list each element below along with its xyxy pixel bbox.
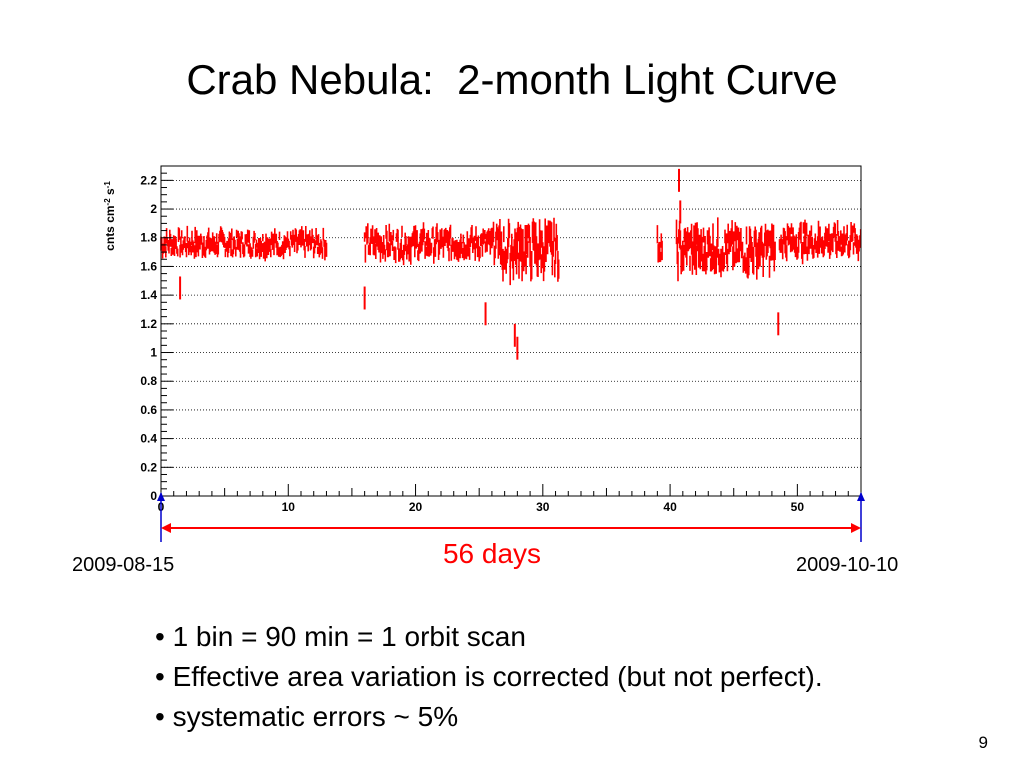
note-bin-size: • 1 bin = 90 min = 1 orbit scan	[155, 621, 526, 652]
x-tick-label: 40	[663, 500, 677, 514]
start-date-label: 2009-08-15	[72, 554, 175, 576]
axis-ticks	[160, 165, 862, 497]
data-segment	[675, 217, 776, 282]
x-tick-label: 30	[536, 500, 550, 514]
y-tick-label: 0.4	[140, 432, 157, 446]
page-number: 9	[978, 733, 988, 752]
y-tick-label: 1.4	[140, 288, 157, 302]
y-tick-label: 1.8	[140, 231, 157, 245]
y-tick-label: 0.6	[140, 403, 157, 417]
span-arrowhead-left	[161, 523, 171, 533]
data-segment	[363, 221, 500, 266]
y-tick-label: 1	[150, 346, 157, 360]
x-tick-label: 50	[791, 500, 805, 514]
note-systematic-errors: • systematic errors ~ 5%	[155, 701, 459, 732]
y-tick-label: 0.2	[140, 460, 157, 474]
data-segment	[160, 225, 328, 262]
note-effective-area: • Effective area variation is corrected …	[155, 661, 823, 692]
data-series	[160, 168, 862, 360]
grid-lines	[161, 179, 861, 468]
y-tick-label: 2	[150, 202, 157, 216]
notes-list: • 1 bin = 90 min = 1 orbit scan • Effect…	[155, 617, 823, 737]
time-span-annotation	[157, 492, 865, 542]
y-tick-label: 1.2	[140, 317, 157, 331]
x-tick-label: 10	[282, 500, 296, 514]
span-label: 56 days	[442, 538, 542, 569]
y-axis-title: cnts cm-2 s-1	[103, 181, 118, 251]
y-tick-label: 0	[150, 489, 157, 503]
data-segment	[778, 219, 862, 265]
span-arrowhead-right	[851, 523, 861, 533]
end-date-label: 2009-10-10	[796, 554, 899, 576]
plot-frame	[160, 165, 862, 497]
end-marker-arrowhead	[857, 492, 865, 501]
data-segment	[656, 225, 663, 263]
start-marker-arrowhead	[157, 492, 165, 501]
data-segment	[497, 217, 560, 286]
y-tick-label: 1.6	[140, 259, 157, 273]
slide-title: Crab Nebula: 2-month Light Curve	[186, 56, 838, 103]
y-tick-label: 2.2	[140, 173, 157, 187]
y-tick-label: 0.8	[140, 374, 157, 388]
axis-labels: 00.20.40.60.811.21.41.61.822.20102030405…	[140, 173, 804, 514]
y-axis-label: cnts cm-2 s-1	[103, 181, 118, 251]
x-tick-label: 20	[409, 500, 423, 514]
